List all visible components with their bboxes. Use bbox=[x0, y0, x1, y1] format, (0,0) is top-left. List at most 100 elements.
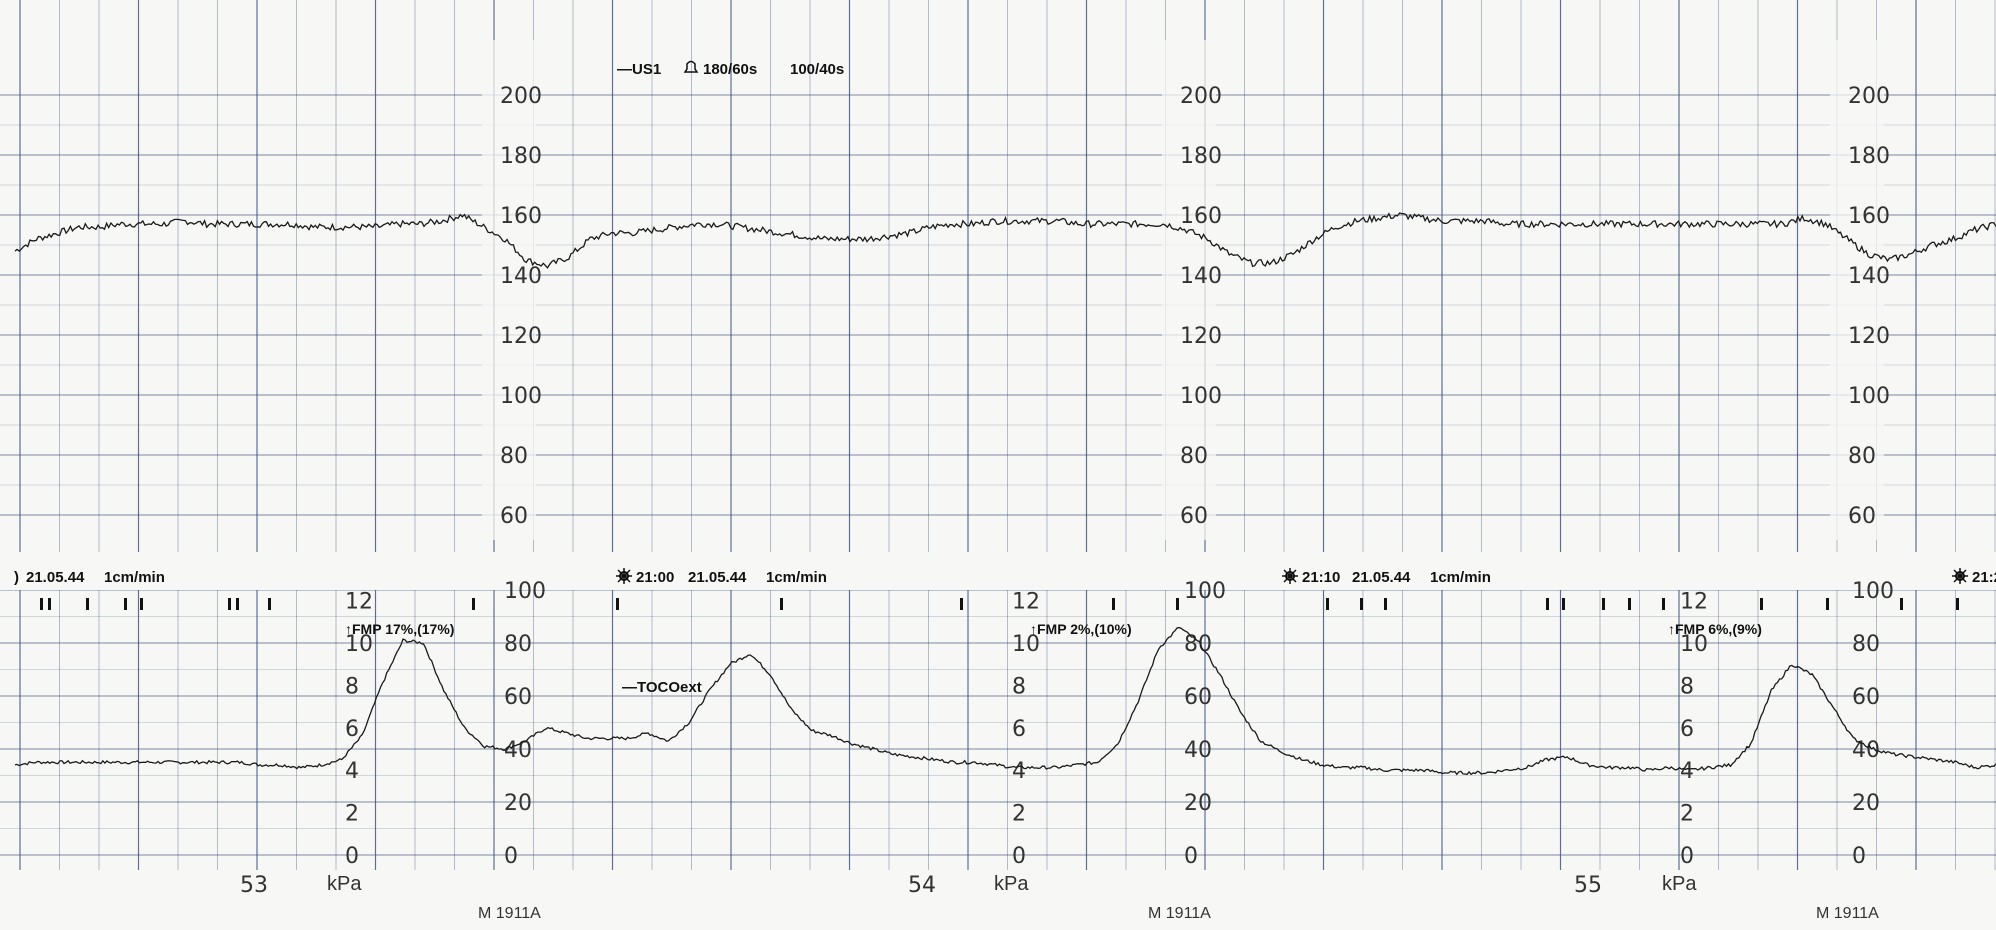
model-label: M 1911A bbox=[1148, 905, 1211, 922]
kpa-tick-label: 8 bbox=[1012, 674, 1026, 699]
fmp-label: ↑FMP 6%,(9%) bbox=[1668, 621, 1762, 637]
kpa-tick-label: 6 bbox=[345, 717, 359, 742]
fhr-tick-label: 100 bbox=[1848, 384, 1890, 409]
toco-tick-label: 60 bbox=[1852, 685, 1880, 710]
fhr-tick-label: 60 bbox=[1180, 504, 1208, 529]
fhr-tick-label: 80 bbox=[1848, 444, 1876, 469]
fhr-tick-label: 180 bbox=[1848, 144, 1890, 169]
event-tick bbox=[472, 598, 475, 610]
kpa-tick-label: 2 bbox=[1680, 802, 1694, 827]
trace-layer bbox=[14, 212, 1996, 776]
event-tick bbox=[1602, 598, 1605, 610]
toco-tick-label: 60 bbox=[1184, 685, 1212, 710]
fhr-tick-label: 140 bbox=[1848, 264, 1890, 289]
bell-alarm-icon bbox=[683, 60, 699, 73]
event-time: 21.05.44 bbox=[26, 569, 85, 586]
fmp-label: ↑FMP 17%,(17%) bbox=[345, 621, 454, 637]
toco-tick-label: 0 bbox=[1184, 844, 1198, 869]
scale-column-bg bbox=[1830, 40, 1884, 540]
toco-tick-label: 60 bbox=[504, 685, 532, 710]
toco-tick-label: 100 bbox=[1852, 579, 1894, 604]
sun-marker-icon bbox=[1952, 568, 1968, 584]
kpa-tick-label: 10 bbox=[345, 632, 373, 657]
toco-tick-label: 80 bbox=[1184, 632, 1212, 657]
fhr-tick-label: 80 bbox=[500, 444, 528, 469]
event-tick bbox=[1326, 598, 1329, 610]
toco-trace bbox=[14, 626, 1996, 776]
fhr-tick-label: 100 bbox=[500, 384, 542, 409]
toco-tick-label: 80 bbox=[504, 632, 532, 657]
page-number: 54 bbox=[908, 873, 936, 898]
kpa-tick-label: 6 bbox=[1012, 717, 1026, 742]
event-tick bbox=[1662, 598, 1665, 610]
kpa-unit-label: kPa bbox=[327, 873, 362, 895]
event-tick bbox=[1176, 598, 1179, 610]
fhr-tick-label: 60 bbox=[1848, 504, 1876, 529]
fhr-tick-label: 200 bbox=[1848, 84, 1890, 109]
event-tick bbox=[1112, 598, 1115, 610]
event-time: 21:00 bbox=[636, 569, 674, 586]
fhr-tick-label: 160 bbox=[500, 204, 542, 229]
kpa-unit-label: kPa bbox=[1662, 873, 1697, 895]
event-tick bbox=[236, 598, 239, 610]
fhr-tick-label: 200 bbox=[500, 84, 542, 109]
kpa-unit-label: kPa bbox=[994, 873, 1029, 895]
event-tick bbox=[1628, 598, 1631, 610]
toco-tick-label: 20 bbox=[1852, 791, 1880, 816]
fhr-tick-label: 120 bbox=[1180, 324, 1222, 349]
sun-marker-icon bbox=[616, 568, 632, 584]
event-tick bbox=[1546, 598, 1549, 610]
kpa-tick-label: 10 bbox=[1680, 632, 1708, 657]
kpa-tick-label: 4 bbox=[1012, 759, 1026, 784]
event-tick bbox=[1826, 598, 1829, 610]
event-time: 21:10 bbox=[1302, 569, 1340, 586]
event-tick bbox=[1900, 598, 1903, 610]
toco-tick-label: 20 bbox=[504, 791, 532, 816]
fhr-tick-label: 120 bbox=[1848, 324, 1890, 349]
kpa-tick-label: 12 bbox=[1680, 590, 1708, 615]
model-label: M 1911A bbox=[1816, 905, 1879, 922]
fhr-tick-label: 180 bbox=[1180, 144, 1222, 169]
event-date: 21.05.44 bbox=[1352, 569, 1411, 586]
event-tick bbox=[1360, 598, 1363, 610]
event-tick bbox=[1760, 598, 1763, 610]
event-tick bbox=[48, 598, 51, 610]
toco-tick-label: 40 bbox=[1184, 738, 1212, 763]
kpa-tick-label: 0 bbox=[345, 844, 359, 869]
sun-marker-icon bbox=[1282, 568, 1298, 584]
event-speed: 1cm/min bbox=[104, 569, 165, 586]
kpa-tick-label: 2 bbox=[345, 802, 359, 827]
scale-layer: 2001801601401201008060100806040200121086… bbox=[40, 40, 1959, 895]
toco-tick-label: 0 bbox=[504, 844, 518, 869]
toco-tick-label: 100 bbox=[504, 579, 546, 604]
toco-tick-label: 20 bbox=[1184, 791, 1212, 816]
model-label: M 1911A bbox=[478, 905, 541, 922]
fhr-tick-label: 160 bbox=[1180, 204, 1222, 229]
event-tick bbox=[268, 598, 271, 610]
fhr-tick-label: 160 bbox=[1848, 204, 1890, 229]
fhr-tick-label: 80 bbox=[1180, 444, 1208, 469]
fhr-tick-label: 60 bbox=[500, 504, 528, 529]
event-tick bbox=[140, 598, 143, 610]
fhr-tick-label: 180 bbox=[500, 144, 542, 169]
fhr-tick-label: 120 bbox=[500, 324, 542, 349]
event-tick bbox=[86, 598, 89, 610]
event-tick bbox=[124, 598, 127, 610]
event-tick bbox=[960, 598, 963, 610]
event-speed: 1cm/min bbox=[766, 569, 827, 586]
fhr-tick-label: 200 bbox=[1180, 84, 1222, 109]
kpa-tick-label: 10 bbox=[1012, 632, 1040, 657]
event-tick bbox=[616, 598, 619, 610]
toco-tick-label: 80 bbox=[1852, 632, 1880, 657]
kpa-tick-label: 4 bbox=[345, 759, 359, 784]
event-marker: ) bbox=[14, 569, 19, 586]
kpa-tick-label: 12 bbox=[1012, 590, 1040, 615]
scale-column-bg bbox=[1162, 40, 1216, 540]
kpa-tick-label: 0 bbox=[1012, 844, 1026, 869]
toco-tick-label: 40 bbox=[504, 738, 532, 763]
kpa-tick-label: 8 bbox=[1680, 674, 1694, 699]
page-number: 53 bbox=[240, 873, 268, 898]
toco-legend-label: —TOCOext bbox=[622, 679, 702, 696]
event-tick bbox=[1956, 598, 1959, 610]
